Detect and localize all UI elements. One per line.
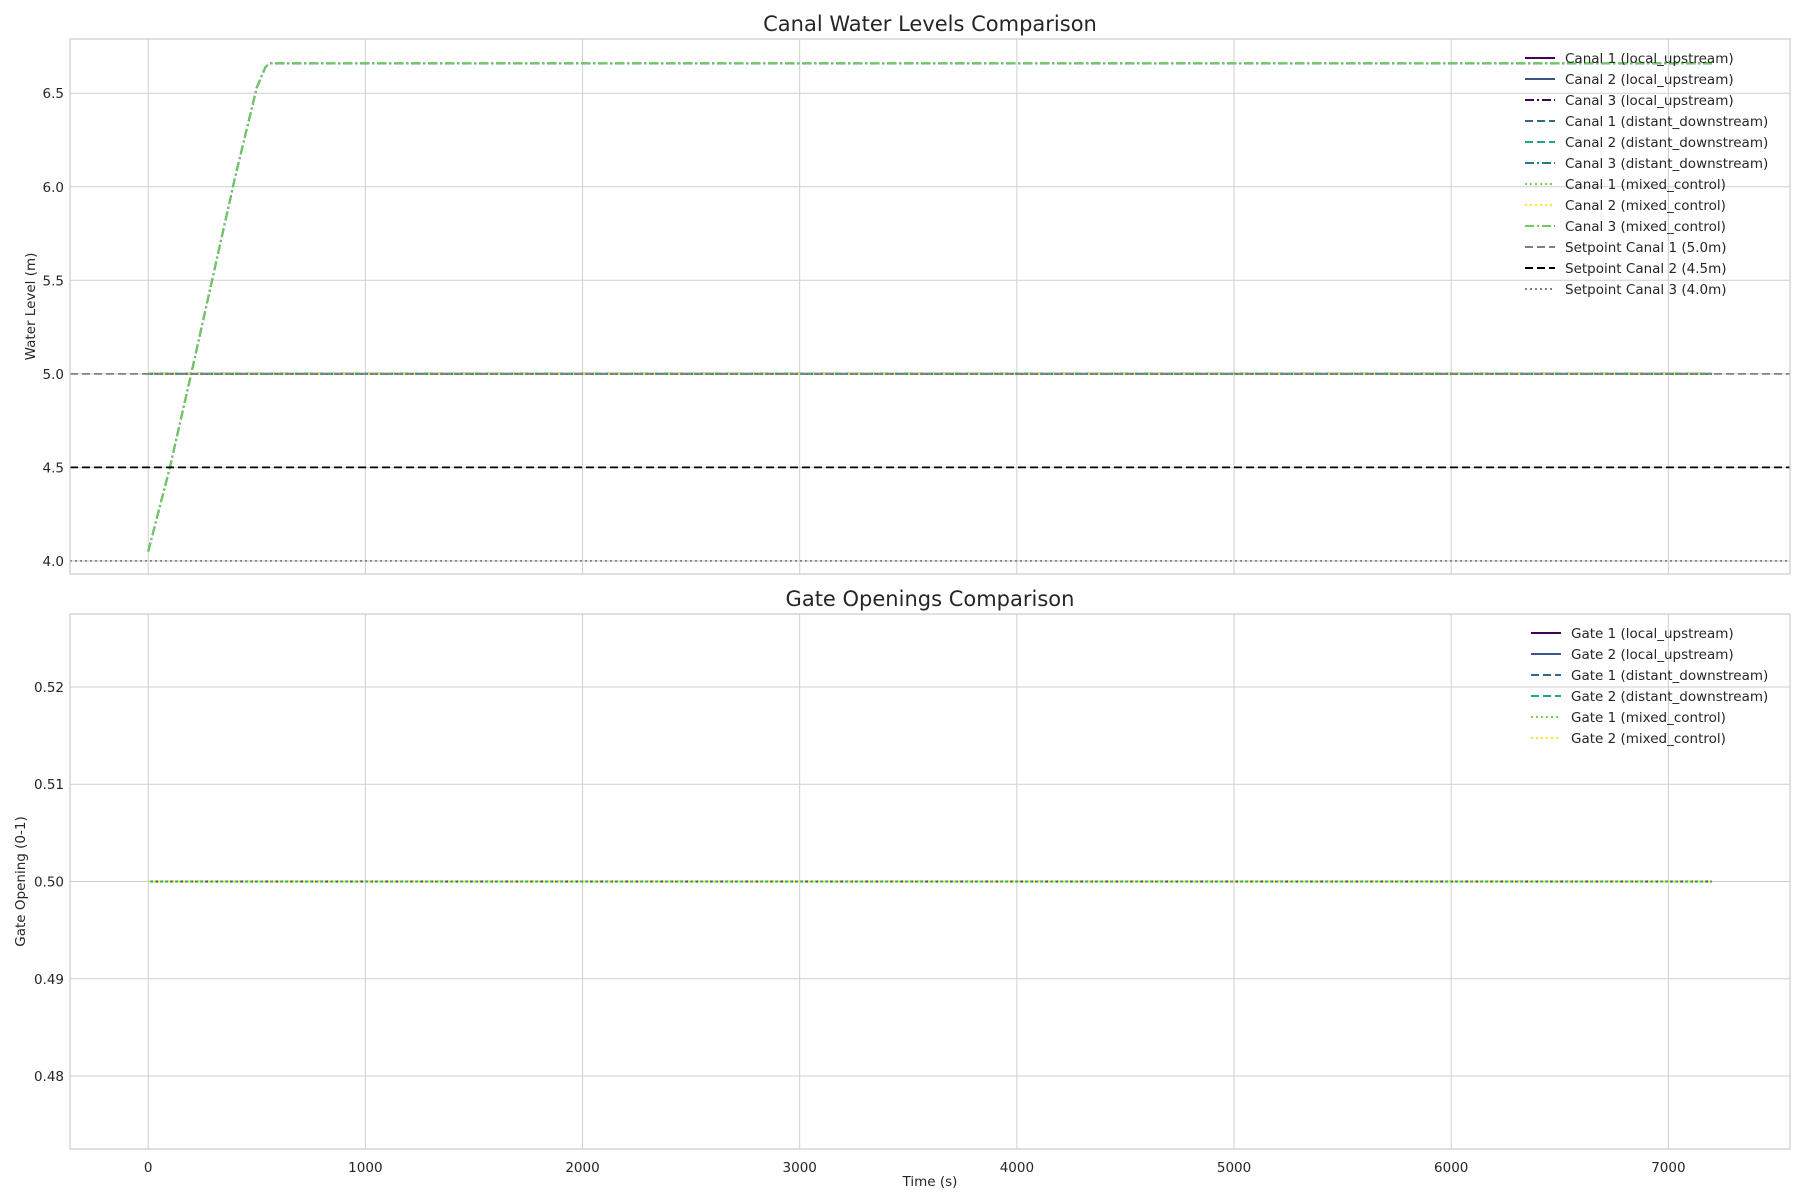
x-tick-label: 2000 [565, 1160, 599, 1176]
legend-label: Setpoint Canal 2 (4.5m) [1565, 261, 1727, 277]
legend-label: Gate 1 (mixed_control) [1571, 710, 1726, 726]
legend-label: Setpoint Canal 1 (5.0m) [1565, 240, 1727, 256]
chart-title: Canal Water Levels Comparison [763, 12, 1097, 36]
legend: Gate 1 (local_upstream) Gate 2 (local_ups… [1531, 626, 1768, 747]
plot-area [70, 39, 1790, 574]
legend-label: Canal 3 (mixed_control) [1565, 219, 1726, 235]
legend-label: Gate 2 (mixed_control) [1571, 731, 1726, 747]
series-line-9 [147, 62, 1712, 552]
legend-label: Gate 2 (local_upstream) [1571, 647, 1734, 663]
panel-2: 0 1000 2000 3000 4000 5000 6000 7000 0.48 0.49 0.5… [13, 587, 1791, 1190]
x-axis-label: Time (s) [902, 1174, 958, 1190]
y-tick-label: 5.0 [43, 367, 64, 383]
x-tick-label: 5000 [1217, 1160, 1251, 1176]
axes-frame [69, 38, 1791, 575]
x-tick-label: 7000 [1651, 1160, 1685, 1176]
legend-label: Canal 1 (local_upstream) [1565, 51, 1734, 67]
legend-label: Gate 2 (distant_downstream) [1571, 689, 1768, 705]
legend: Canal 1 (local_upstream) Canal 2 (local_u… [1525, 51, 1768, 298]
x-tick-label: 6000 [1434, 1160, 1468, 1176]
legend-label: Setpoint Canal 3 (4.0m) [1565, 282, 1727, 298]
series-layer [70, 62, 1790, 562]
x-tick-label: 0 [144, 1160, 153, 1176]
y-axis-label: Gate Opening (0-1) [13, 816, 29, 946]
y-tick-label: 5.5 [43, 273, 64, 289]
y-tick-label: 6.0 [43, 180, 64, 196]
chart-title: Gate Openings Comparison [786, 587, 1075, 611]
x-tick-label: 4000 [1000, 1160, 1034, 1176]
y-tick-label: 0.48 [34, 1069, 64, 1085]
y-tick-label: 6.5 [43, 86, 64, 102]
legend-label: Gate 1 (distant_downstream) [1571, 668, 1768, 684]
legend-label: Canal 1 (mixed_control) [1565, 177, 1726, 193]
y-tick-label: 0.50 [34, 875, 64, 891]
x-tick-label: 3000 [783, 1160, 817, 1176]
legend-label: Canal 3 (distant_downstream) [1565, 156, 1768, 172]
legend-label: Gate 1 (local_upstream) [1571, 626, 1734, 642]
axes-frame [69, 613, 1791, 1150]
y-tick-label: 4.5 [43, 460, 64, 476]
legend-label: Canal 2 (mixed_control) [1565, 198, 1726, 214]
x-tick-label: 1000 [348, 1160, 382, 1176]
panel-1: 4.0 4.5 5.0 5.5 6.0 6.5 Canal Water Levels Com… [23, 12, 1791, 575]
legend-label: Canal 2 (local_upstream) [1565, 72, 1734, 88]
y-tick-label: 4.0 [43, 554, 64, 570]
y-axis-label: Water Level (m) [23, 253, 39, 361]
y-tick-label: 0.49 [34, 972, 64, 988]
y-tick-label: 0.51 [34, 777, 64, 793]
y-tick-label: 0.52 [34, 680, 64, 696]
legend-label: Canal 3 (local_upstream) [1565, 93, 1734, 109]
legend-label: Canal 2 (distant_downstream) [1565, 135, 1768, 151]
legend-label: Canal 1 (distant_downstream) [1565, 114, 1768, 130]
